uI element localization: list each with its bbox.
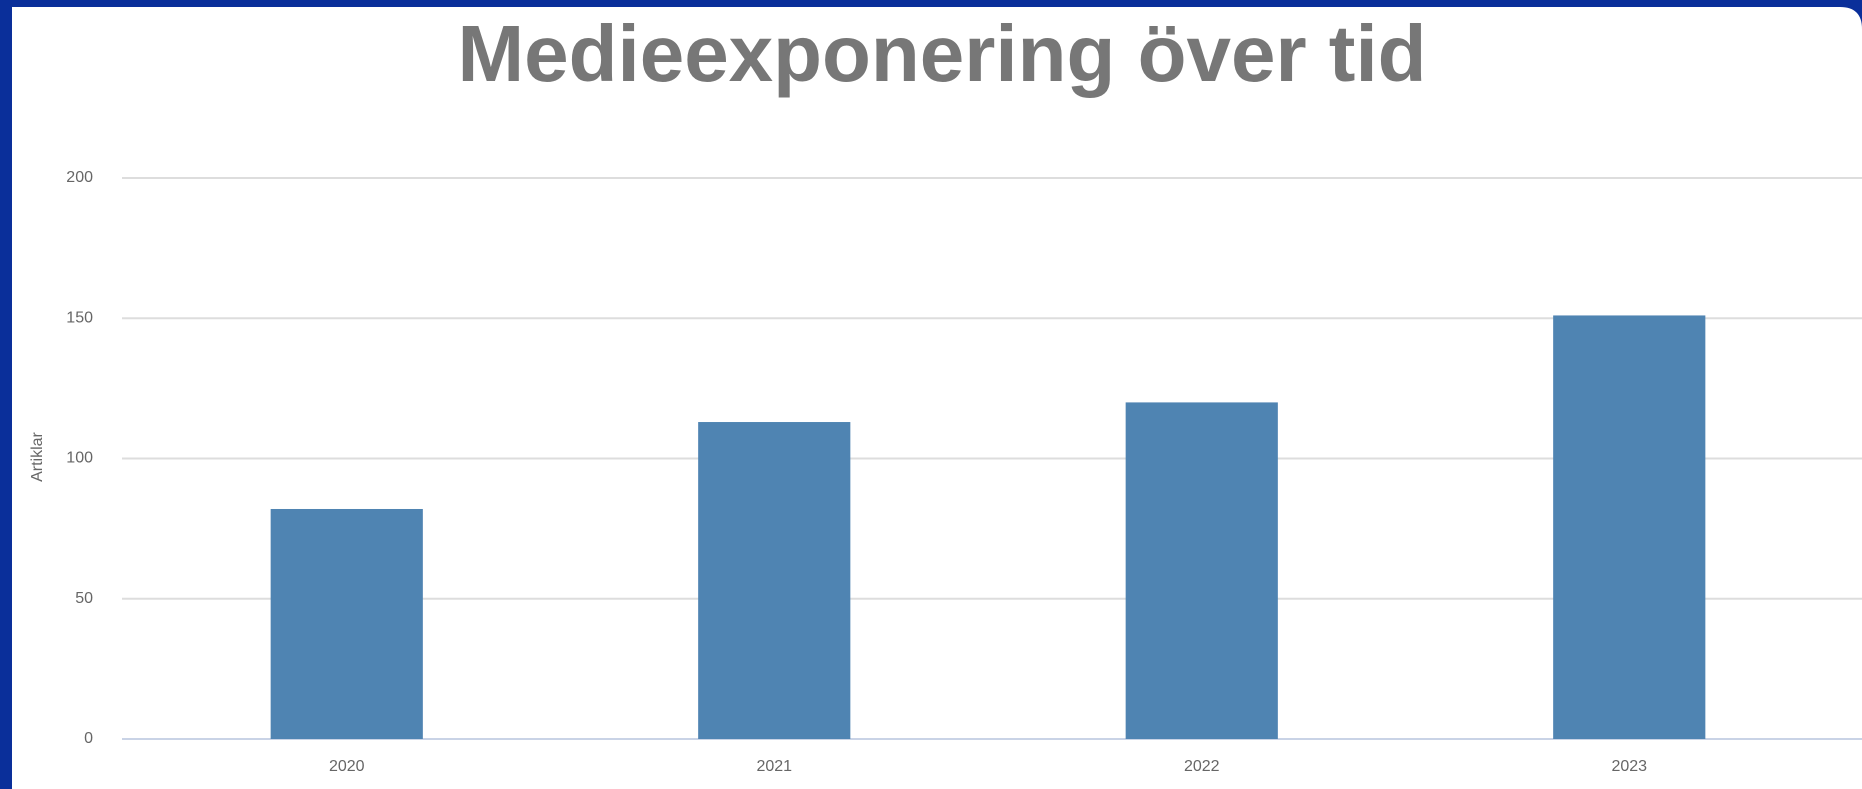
x-tick-label: 2022: [1184, 758, 1220, 775]
bar: [1125, 402, 1278, 739]
x-tick-label: 2023: [1611, 758, 1647, 775]
y-axis-label: Artiklar: [29, 431, 46, 481]
chart-title: Medieexponering över tid: [457, 9, 1426, 98]
bar: [1553, 315, 1706, 739]
x-tick-label: 2020: [329, 758, 365, 775]
y-tick-label: 200: [66, 169, 93, 186]
bar: [270, 508, 423, 739]
panel: [12, 7, 1862, 789]
y-tick-label: 100: [66, 450, 93, 467]
x-tick-label: 2021: [756, 758, 792, 775]
y-tick-label: 0: [84, 730, 93, 747]
y-tick-label: 50: [75, 590, 93, 607]
bar: [698, 422, 851, 739]
y-tick-label: 150: [66, 309, 93, 326]
